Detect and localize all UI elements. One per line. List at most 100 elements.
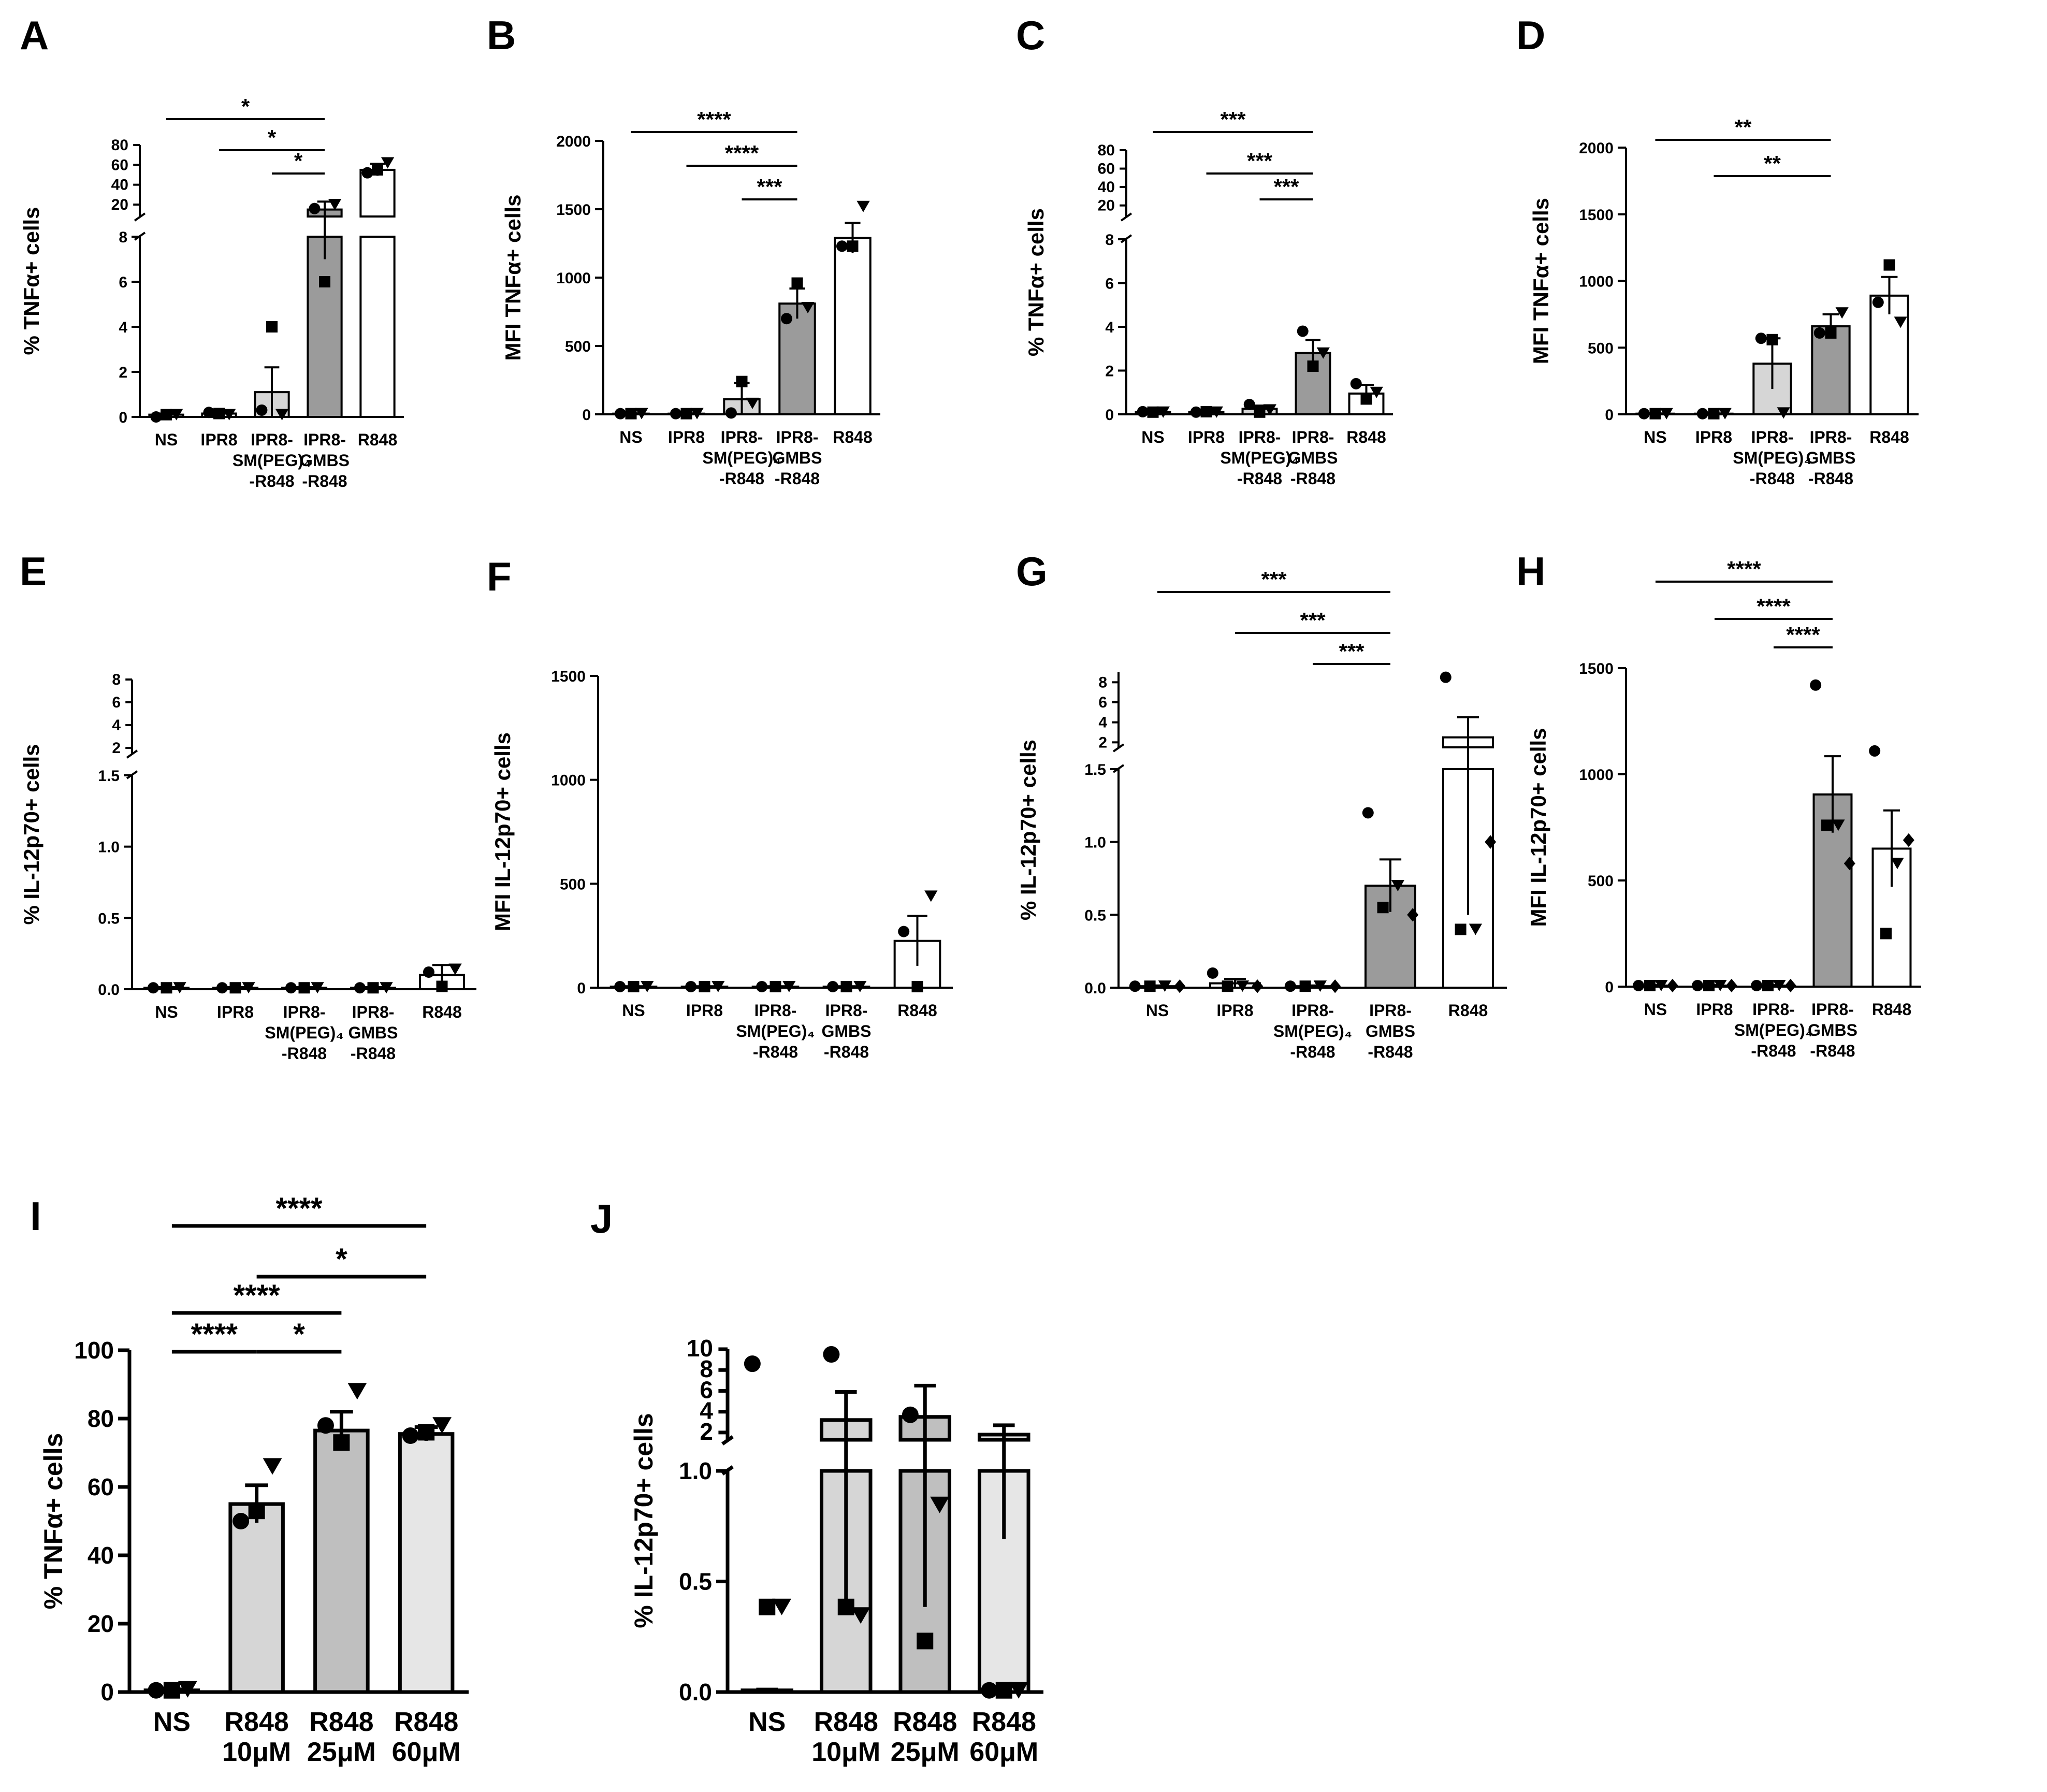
data-point-square <box>1825 327 1837 339</box>
category-label: -R848 <box>1237 469 1282 488</box>
data-point-square <box>1883 259 1895 271</box>
y-tick-label: 4 <box>1098 714 1107 731</box>
data-point-triangle <box>311 982 324 994</box>
data-point-circle <box>836 240 848 252</box>
category-label: NS <box>1141 428 1164 446</box>
panel-letter-h: H <box>1516 548 1545 594</box>
axis-break-mark <box>134 212 146 222</box>
y-tick-label: 100 <box>74 1337 114 1364</box>
y-tick-label: 1000 <box>556 270 591 287</box>
data-point-square <box>1649 408 1661 420</box>
category-label: NS <box>155 430 178 449</box>
data-point-square <box>680 408 692 420</box>
category-label: SM(PEG)₄ <box>1220 449 1299 467</box>
y-tick-label: 0.0 <box>679 1679 712 1706</box>
data-point-triangle <box>173 982 186 994</box>
data-point-triangle <box>635 408 648 420</box>
y-axis-label: MFI TNFα+ cells <box>1529 198 1553 364</box>
data-point-circle <box>1129 980 1141 992</box>
y-tick-label: 0 <box>1605 407 1614 424</box>
data-point-circle <box>423 966 434 978</box>
significance-label: * <box>294 149 303 173</box>
y-tick-label: 0.5 <box>1084 907 1106 924</box>
y-tick-label: 40 <box>111 177 128 194</box>
category-label: -R848 <box>282 1044 327 1063</box>
panel-e: E 0.0 0.5 1.0 1.5 2 4 6 8 % IL-12p70+ cells NS IPR8… <box>19 548 476 1063</box>
data-point-circle <box>725 407 737 419</box>
data-point-square <box>699 980 710 992</box>
significance-label: **** <box>275 1192 323 1225</box>
data-point-circle <box>981 1682 998 1699</box>
data-point-triangle <box>641 980 654 992</box>
data-point-circle <box>1755 333 1767 344</box>
category-label: IPR8 <box>668 428 705 446</box>
axis-break-mark <box>721 1435 734 1446</box>
data-point-triangle <box>1313 980 1327 992</box>
data-point-triangle <box>1469 923 1483 935</box>
data-point-circle <box>902 1406 919 1423</box>
data-point-triangle <box>856 200 870 212</box>
data-point-circle <box>1190 406 1202 418</box>
y-tick-label: 6 <box>1098 694 1107 711</box>
significance-label: **** <box>725 141 759 165</box>
data-point-circle <box>670 408 681 420</box>
data-point-circle <box>898 926 910 937</box>
data-point-circle <box>614 408 626 420</box>
bar <box>313 1428 370 1694</box>
data-point-triangle <box>381 157 395 169</box>
category-label: IPR8- <box>283 1003 326 1021</box>
data-point-triangle <box>1316 347 1330 359</box>
data-point-diamond <box>1329 979 1341 993</box>
data-point-circle <box>203 407 215 418</box>
data-point-circle <box>147 982 159 994</box>
axis-break-mark <box>126 749 138 759</box>
y-tick-label: 0.0 <box>98 981 120 999</box>
category-label: IPR8- <box>1810 428 1852 446</box>
category-label: NS <box>155 1003 178 1021</box>
data-point-triangle <box>347 1383 367 1400</box>
y-tick-label: 1500 <box>1579 207 1614 224</box>
data-point-circle <box>317 1417 334 1434</box>
y-tick-label: 1.0 <box>679 1457 712 1484</box>
category-label: IPR8 <box>1695 428 1732 446</box>
significance-label: **** <box>191 1318 238 1351</box>
data-point-circle <box>1243 398 1255 410</box>
panel-letter-g: G <box>1016 548 1048 594</box>
data-point-square <box>1222 980 1233 992</box>
data-point-circle <box>744 1355 761 1372</box>
data-point-circle <box>150 411 162 423</box>
y-tick-label: 6 <box>112 694 121 711</box>
panel-letter-j: J <box>590 1196 613 1241</box>
data-point-square <box>1644 979 1656 991</box>
y-tick-label: 8 <box>700 1355 713 1382</box>
data-point-square <box>367 982 379 994</box>
data-point-square <box>1455 923 1467 935</box>
data-point-triangle <box>178 1681 197 1698</box>
y-axis-label: MFI IL-12p70+ cells <box>1526 728 1550 927</box>
y-axis-label: % IL-12p70+ cells <box>629 1413 658 1628</box>
y-axis-label: MFI IL-12p70+ cells <box>490 732 515 931</box>
panel-letter-d: D <box>1516 12 1545 58</box>
category-label: R848 <box>358 430 398 449</box>
y-tick-label: 2 <box>1105 363 1114 380</box>
data-point-triangle <box>222 409 236 421</box>
category-label: 60μM <box>392 1737 461 1767</box>
data-point-circle <box>1751 979 1763 991</box>
data-point-circle <box>823 1346 840 1363</box>
category-label: -R848 <box>1808 469 1853 488</box>
data-point-circle <box>614 980 626 992</box>
data-point-square <box>229 982 241 994</box>
category-label: NS <box>1146 1001 1169 1020</box>
data-point-square <box>847 240 859 252</box>
data-point-circle <box>1440 671 1451 683</box>
data-point-circle <box>402 1427 419 1444</box>
panel-letter-f: F <box>487 554 512 599</box>
data-point-triangle <box>1832 819 1845 831</box>
y-tick-label: 20 <box>1098 197 1115 214</box>
data-point-triangle <box>924 890 938 902</box>
y-tick-label: 2 <box>119 364 127 381</box>
bar <box>1811 325 1851 415</box>
y-tick-label: 8 <box>1105 232 1114 249</box>
